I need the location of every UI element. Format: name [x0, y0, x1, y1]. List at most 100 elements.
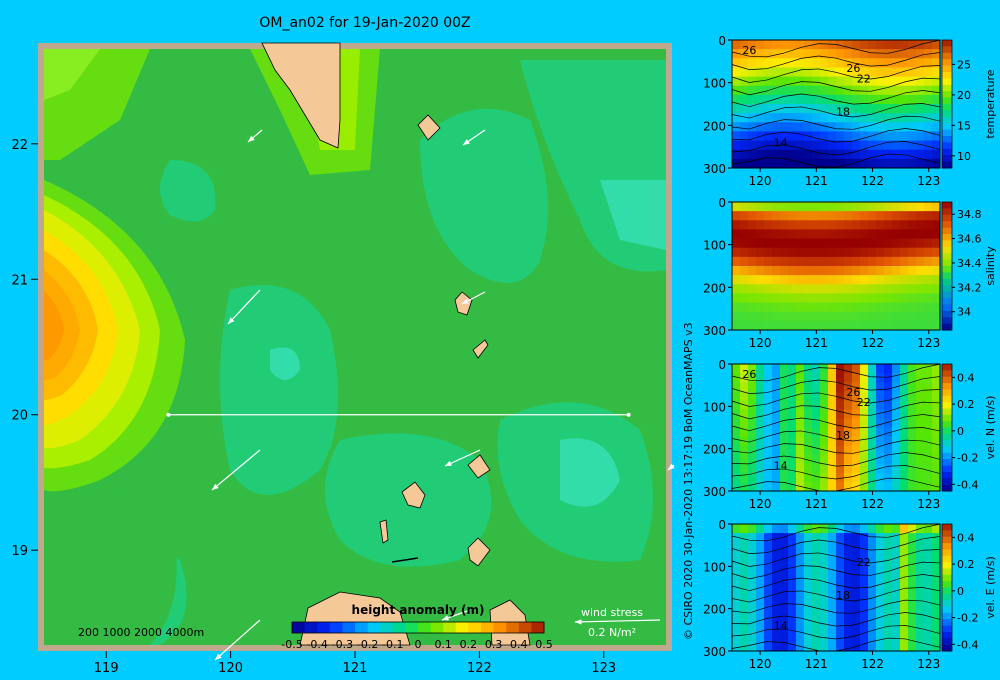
section-cell: [772, 266, 781, 276]
section-cell: [860, 542, 869, 552]
section-cell: [796, 409, 805, 419]
section-cell: [812, 587, 821, 598]
section-cell: [812, 542, 821, 552]
colorbar-tick-label: -0.4: [957, 638, 978, 651]
wind-stress-label: wind stress: [581, 606, 643, 619]
section-cell: [924, 158, 933, 169]
section-cell: [788, 149, 797, 160]
section-cell: [828, 578, 837, 588]
section-cell: [756, 302, 765, 313]
section-cell: [932, 533, 941, 543]
contour-label: 22: [857, 396, 871, 409]
colorbar-segment: [329, 622, 343, 633]
section-cell: [876, 587, 885, 598]
section-cell: [916, 158, 925, 169]
section-cell: [916, 578, 925, 588]
section-cell: [892, 293, 901, 304]
section-cell: [916, 67, 925, 78]
section-cell: [932, 445, 941, 456]
section-cell: [932, 266, 941, 276]
section-cell: [796, 104, 805, 114]
section-cell: [820, 542, 829, 552]
section-cell: [820, 409, 829, 419]
section-cell: [780, 436, 789, 447]
section-cell: [908, 94, 917, 105]
section-cell: [780, 122, 789, 132]
section-cell: [924, 524, 933, 534]
section-cell: [876, 229, 885, 240]
section-cell: [860, 266, 869, 276]
section-cell: [732, 131, 741, 142]
section-cell: [884, 409, 893, 419]
section-cell: [924, 364, 933, 374]
section-cell: [740, 122, 749, 132]
section-cell: [812, 122, 821, 132]
colorbar-segment: [942, 84, 952, 92]
section-cell: [748, 623, 757, 634]
section-cell: [796, 229, 805, 240]
section-cell: [852, 623, 861, 634]
section-cell: [844, 122, 853, 132]
section-cell: [780, 524, 789, 534]
section-cell: [748, 542, 757, 552]
section-cell: [868, 569, 877, 579]
section-cell: [828, 560, 837, 570]
section-cell: [908, 256, 917, 267]
section-cell: [732, 409, 741, 419]
section-cell: [884, 40, 893, 50]
section-cell: [812, 623, 821, 634]
section-cell: [764, 472, 773, 483]
section-cell: [828, 551, 837, 561]
section-cell: [892, 247, 901, 258]
section-cell: [900, 293, 909, 304]
section-cell: [884, 320, 893, 331]
section-cell: [876, 472, 885, 483]
section-cell: [756, 409, 765, 419]
section-cell: [788, 211, 797, 221]
contour-label: 14: [774, 136, 788, 149]
section-cell: [924, 256, 933, 267]
section-cell: [788, 94, 797, 105]
section-cell: [812, 391, 821, 401]
section-cell: [828, 58, 837, 68]
section-cell: [820, 40, 829, 50]
section-cell: [836, 391, 845, 401]
section-cell: [796, 551, 805, 561]
section-cell: [892, 94, 901, 105]
island-line: [391, 557, 419, 563]
section-cell: [796, 76, 805, 87]
section-cell: [780, 605, 789, 616]
section-cell: [836, 256, 845, 267]
section-cell: [828, 454, 837, 465]
section-cell: [788, 623, 797, 634]
section-cell: [932, 524, 941, 534]
section-cell: [836, 587, 845, 598]
section-cell: [852, 524, 861, 534]
wind-arrowhead: [212, 483, 219, 490]
section-cell: [772, 67, 781, 78]
section-cell: [900, 302, 909, 313]
section-cell: [868, 85, 877, 96]
colorbar-segment: [942, 123, 952, 131]
section-cell: [828, 320, 837, 331]
section-cell: [868, 400, 877, 410]
section-cell: [908, 131, 917, 142]
section-cell: [868, 256, 877, 267]
section-cell: [804, 256, 813, 267]
section-cell: [836, 85, 845, 96]
section-cell: [924, 472, 933, 483]
section-cell: [828, 391, 837, 401]
section-cell: [748, 49, 757, 59]
section-cell: [932, 275, 941, 285]
colorbar-segment: [942, 433, 952, 441]
section-cell: [756, 113, 765, 123]
section-cell: [892, 560, 901, 570]
section-cell: [772, 560, 781, 570]
y-tick-label: 22: [11, 138, 28, 153]
section-cell: [884, 614, 893, 625]
colorbar-label: vel. N (m/s): [984, 396, 997, 460]
section-cell: [820, 275, 829, 285]
section-cell: [892, 481, 901, 492]
section-cell: [740, 623, 749, 634]
section-cell: [868, 605, 877, 616]
